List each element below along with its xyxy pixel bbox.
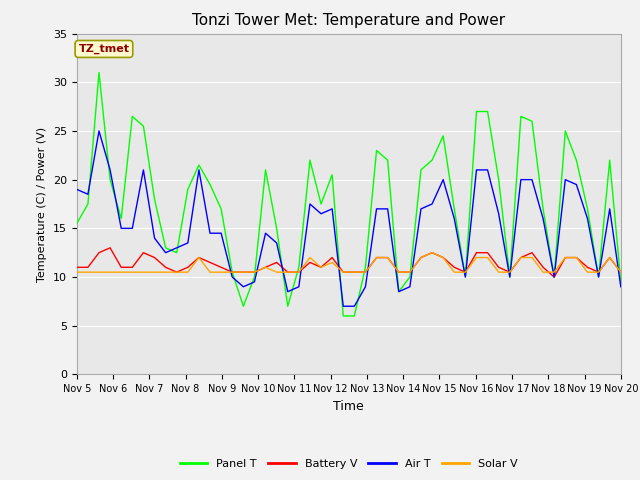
Legend: Panel T, Battery V, Air T, Solar V: Panel T, Battery V, Air T, Solar V bbox=[175, 455, 522, 474]
X-axis label: Time: Time bbox=[333, 400, 364, 413]
Title: Tonzi Tower Met: Temperature and Power: Tonzi Tower Met: Temperature and Power bbox=[192, 13, 506, 28]
Y-axis label: Temperature (C) / Power (V): Temperature (C) / Power (V) bbox=[37, 126, 47, 282]
Text: TZ_tmet: TZ_tmet bbox=[79, 44, 129, 54]
